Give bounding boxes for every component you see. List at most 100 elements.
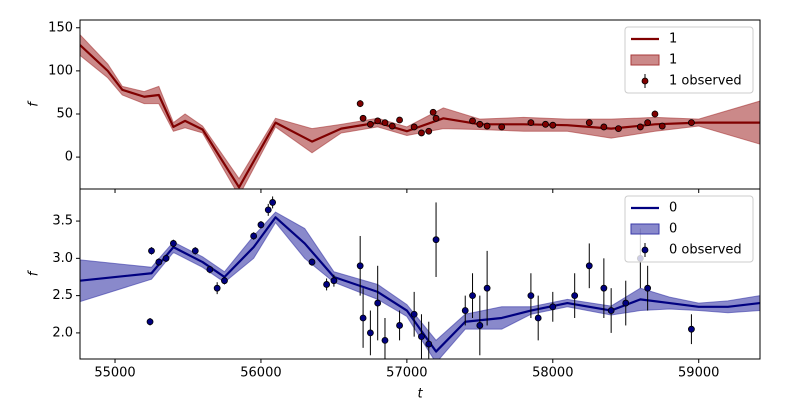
observed-point bbox=[359, 314, 367, 322]
observed-point bbox=[418, 333, 425, 341]
x-axis-label: t bbox=[417, 387, 423, 400]
x-tick-label: 59000 bbox=[678, 366, 719, 381]
observed-point bbox=[374, 299, 382, 307]
observed-point bbox=[644, 119, 652, 127]
y-axis-label: f bbox=[27, 269, 42, 276]
observed-point bbox=[162, 254, 170, 262]
observed-point bbox=[366, 120, 374, 128]
observed-point bbox=[425, 127, 433, 135]
observed-point bbox=[688, 119, 695, 127]
legend: 0 0 0 observed bbox=[624, 195, 754, 263]
observed-point bbox=[607, 307, 615, 314]
legend-label: 1 observed bbox=[669, 74, 742, 89]
observed-point bbox=[469, 117, 476, 125]
observed-point bbox=[542, 120, 549, 128]
legend: 1 1 1 observed bbox=[624, 26, 754, 94]
observed-point bbox=[308, 258, 316, 266]
observed-point bbox=[571, 292, 579, 300]
plot-area bbox=[80, 33, 760, 189]
legend-patch bbox=[630, 54, 660, 66]
observed-point bbox=[498, 123, 506, 131]
x-tick-label: 56000 bbox=[240, 366, 281, 381]
legend-label: 0 observed bbox=[669, 243, 742, 258]
observed-point bbox=[356, 262, 364, 270]
observed-point bbox=[213, 284, 221, 292]
legend-label: 1 bbox=[669, 53, 677, 68]
observed-point bbox=[469, 292, 476, 300]
observed-point bbox=[534, 314, 542, 322]
observed-point bbox=[527, 119, 535, 127]
legend-patch bbox=[630, 223, 660, 235]
observed-point bbox=[381, 336, 389, 344]
y-tick-label: 100 bbox=[48, 63, 73, 78]
observed-point bbox=[615, 125, 622, 133]
observed-point bbox=[264, 206, 272, 214]
x-tick-label: 58000 bbox=[532, 366, 573, 381]
observed-point bbox=[585, 262, 593, 270]
y-tick-label: 50 bbox=[56, 106, 73, 121]
observed-point bbox=[527, 292, 535, 300]
observed-point bbox=[169, 240, 177, 247]
y-tick-label: 2.0 bbox=[52, 325, 73, 340]
observed-point bbox=[221, 277, 228, 285]
observed-point bbox=[388, 122, 396, 130]
observed-point bbox=[432, 236, 440, 244]
observed-point bbox=[323, 281, 331, 288]
observed-point bbox=[206, 266, 214, 273]
observed-point bbox=[425, 340, 433, 348]
observed-point bbox=[396, 116, 403, 124]
y-axis-label: f bbox=[27, 100, 42, 107]
observed-point bbox=[483, 122, 491, 130]
legend-box bbox=[624, 195, 754, 263]
observed-point bbox=[146, 318, 154, 326]
observed-point bbox=[269, 199, 277, 206]
model-line bbox=[80, 44, 760, 189]
observed-point bbox=[330, 277, 338, 285]
axes-frame bbox=[79, 188, 761, 360]
x-tick-label: 55000 bbox=[94, 366, 135, 381]
observed-point bbox=[461, 307, 469, 314]
observed-point bbox=[381, 119, 389, 127]
observed-point bbox=[549, 121, 557, 129]
observed-point bbox=[257, 221, 265, 229]
observed-point bbox=[191, 247, 199, 255]
legend-label: 0 bbox=[669, 201, 677, 216]
y-tick-label: 150 bbox=[48, 20, 73, 35]
observed-point bbox=[476, 322, 484, 329]
x-tick-label: 57000 bbox=[386, 366, 427, 381]
observed-point bbox=[483, 284, 491, 292]
observed-point bbox=[410, 310, 418, 318]
observed-point bbox=[432, 114, 440, 122]
y-tick-label: 2.5 bbox=[52, 288, 73, 303]
observed-point bbox=[644, 284, 652, 292]
observed-point bbox=[585, 119, 593, 127]
y-tick-label: 0 bbox=[65, 150, 73, 165]
legend-box bbox=[624, 26, 754, 94]
legend-marker bbox=[641, 77, 649, 85]
observed-point bbox=[636, 123, 644, 131]
observed-point bbox=[366, 329, 374, 337]
observed-point bbox=[410, 123, 418, 131]
y-tick-label: 3.5 bbox=[52, 214, 73, 229]
legend-label: 0 bbox=[669, 222, 677, 237]
legend-label: 1 bbox=[669, 32, 677, 47]
legend-marker bbox=[641, 246, 649, 254]
observed-point bbox=[148, 247, 155, 255]
observed-point bbox=[549, 303, 557, 311]
observed-point bbox=[688, 325, 695, 333]
confidence-band bbox=[80, 211, 760, 359]
observed-point bbox=[651, 110, 659, 118]
observed-point bbox=[359, 114, 367, 122]
observed-point bbox=[429, 108, 437, 116]
observed-point bbox=[600, 123, 608, 131]
observed-point bbox=[250, 232, 258, 240]
observed-point bbox=[600, 284, 608, 292]
observed-point bbox=[374, 117, 382, 125]
observed-point bbox=[476, 120, 484, 128]
observed-point bbox=[155, 258, 163, 266]
y-tick-label: 3.0 bbox=[52, 251, 73, 266]
observed-point bbox=[418, 129, 425, 137]
observed-point bbox=[622, 299, 630, 307]
observed-point bbox=[658, 122, 666, 130]
